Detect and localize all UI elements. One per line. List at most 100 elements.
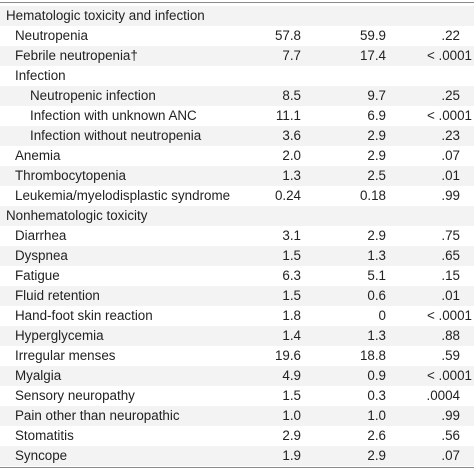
p-value: .22 [441, 28, 460, 43]
row-label: Dyspnea [15, 248, 68, 263]
value-col-1: 1.8 [282, 308, 301, 323]
top-rule [0, 2, 474, 3]
value-col-2: 1.3 [367, 328, 386, 343]
table-row: Infection [0, 66, 474, 86]
p-value: .25 [441, 88, 460, 103]
table-row: Fluid retention 1.5 0.6 .01 [0, 286, 474, 306]
value-col-1: 1.4 [282, 328, 301, 343]
row-label: Infection without neutropenia [30, 128, 202, 143]
value-col-2: 5.1 [367, 268, 386, 283]
row-label: Anemia [15, 148, 61, 163]
row-label: Thrombocytopenia [15, 168, 126, 183]
value-col-2: 17.4 [359, 48, 386, 63]
value-col-1: 1.5 [282, 388, 301, 403]
table-row: Neutropenic infection 8.5 9.7 .25 [0, 86, 474, 106]
value-col-2: 0.3 [367, 388, 386, 403]
table-row: Stomatitis 2.9 2.6 .56 [0, 426, 474, 446]
section-title: Hematologic toxicity and infection [6, 8, 205, 23]
p-value: < .0001 [426, 48, 472, 63]
row-label: Irregular menses [15, 348, 116, 363]
row-label: Infection [15, 68, 66, 83]
row-label: Leukemia/myelodisplastic syndrome [15, 188, 231, 203]
value-col-1: 2.0 [282, 148, 301, 163]
value-col-2: 0.6 [367, 288, 386, 303]
p-value: .07 [441, 448, 460, 463]
value-col-2: 6.9 [367, 108, 386, 123]
section-title: Nonhematologic toxicity [6, 208, 148, 223]
value-col-2: 0.9 [367, 368, 386, 383]
p-value: .59 [441, 348, 460, 363]
value-col-2: 0 [378, 308, 386, 323]
value-col-2: 2.5 [367, 168, 386, 183]
p-value: .65 [441, 248, 460, 263]
value-col-2: 2.9 [367, 148, 386, 163]
value-col-2: 59.9 [359, 28, 386, 43]
value-col-1: 7.7 [282, 48, 301, 63]
table-row: Neutropenia 57.8 59.9 .22 [0, 26, 474, 46]
row-label: Fluid retention [15, 288, 100, 303]
value-col-2: 9.7 [367, 88, 386, 103]
value-col-2: 1.3 [367, 248, 386, 263]
value-col-1: 3.1 [282, 228, 301, 243]
row-label: Febrile neutropenia† [15, 48, 138, 63]
p-value: .07 [441, 148, 460, 163]
p-value: .75 [441, 228, 460, 243]
p-value: .01 [441, 168, 460, 183]
value-col-2: 2.9 [367, 128, 386, 143]
value-col-1: 11.1 [275, 108, 301, 123]
row-label: Syncope [15, 448, 68, 463]
value-col-1: 2.9 [282, 428, 301, 443]
value-col-2: 2.9 [367, 448, 386, 463]
row-label: Pain other than neuropathic [15, 408, 180, 423]
value-col-1: 1.5 [282, 288, 301, 303]
bottom-rule [0, 467, 474, 468]
p-value: < .0001 [426, 368, 472, 383]
value-col-2: 2.9 [367, 228, 386, 243]
row-label: Fatigue [15, 268, 60, 283]
table-row: Pain other than neuropathic 1.0 1.0 .99 [0, 406, 474, 426]
table-row: Anemia 2.0 2.9 .07 [0, 146, 474, 166]
p-value: .01 [441, 288, 460, 303]
section-header-row: Hematologic toxicity and infection [0, 6, 474, 26]
value-col-2: 18.8 [359, 348, 386, 363]
value-col-1: 8.5 [282, 88, 301, 103]
row-label: Hand-foot skin reaction [15, 308, 153, 323]
value-col-1: 1.9 [282, 448, 301, 463]
value-col-2: 2.6 [367, 428, 386, 443]
value-col-1: 1.0 [282, 408, 301, 423]
table-row: Sensory neuropathy 1.5 0.3 .0004 [0, 386, 474, 406]
row-label: Hyperglycemia [15, 328, 104, 343]
section-header-row: Nonhematologic toxicity [0, 206, 474, 226]
row-label: Diarrhea [15, 228, 67, 243]
table-row: Hand-foot skin reaction 1.8 0 < .0001 [0, 306, 474, 326]
p-value: < .0001 [426, 308, 472, 323]
table-row: Dyspnea 1.5 1.3 .65 [0, 246, 474, 266]
value-col-1: 57.8 [274, 28, 301, 43]
table-row: Leukemia/myelodisplastic syndrome 0.24 0.1… [0, 186, 474, 206]
p-value: < .0001 [426, 108, 472, 123]
value-col-1: 19.6 [274, 348, 301, 363]
row-label: Neutropenia [15, 28, 88, 43]
table-row: Thrombocytopenia 1.3 2.5 .01 [0, 166, 474, 186]
value-col-2: 0.18 [359, 188, 386, 203]
table-row: Diarrhea 3.1 2.9 .75 [0, 226, 474, 246]
value-col-1: 1.3 [282, 168, 301, 183]
p-value: .99 [441, 408, 460, 423]
row-label: Infection with unknown ANC [30, 108, 197, 123]
value-col-2: 1.0 [367, 408, 386, 423]
p-value: .99 [441, 188, 460, 203]
p-value: .0004 [426, 388, 460, 403]
row-label: Myalgia [15, 368, 62, 383]
p-value: .15 [441, 268, 460, 283]
value-col-1: 0.24 [274, 188, 301, 203]
table-row: Hyperglycemia 1.4 1.3 .88 [0, 326, 474, 346]
p-value: .56 [441, 428, 460, 443]
value-col-1: 4.9 [282, 368, 301, 383]
table-row: Fatigue 6.3 5.1 .15 [0, 266, 474, 286]
value-col-1: 3.6 [282, 128, 301, 143]
table-row: Irregular menses 19.6 18.8 .59 [0, 346, 474, 366]
table-row: Infection without neutropenia 3.6 2.9 .23 [0, 126, 474, 146]
row-label: Stomatitis [15, 428, 74, 443]
table-row: Infection with unknown ANC 11.1 6.9 < .0001 [0, 106, 474, 126]
p-value: .88 [441, 328, 460, 343]
